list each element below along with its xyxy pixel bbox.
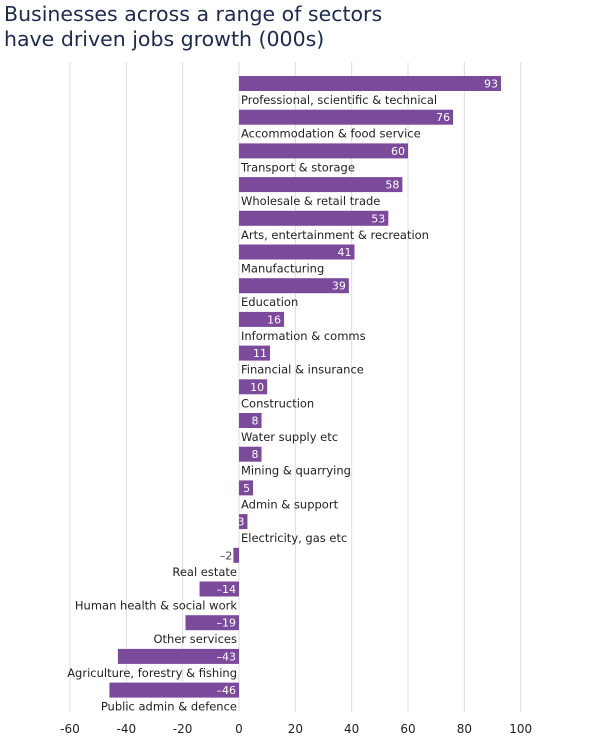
bar (239, 345, 270, 361)
category-label: Wholesale & retail trade (241, 194, 380, 208)
x-tick-label: 0 (235, 722, 243, 736)
bar (239, 109, 454, 125)
x-tick-label: -40 (117, 722, 137, 736)
bars: 93 Professional, scientific & technical 76… (67, 76, 501, 714)
bar-value-label: 16 (267, 313, 281, 326)
category-label: Agriculture, forestry & fishing (67, 666, 237, 680)
x-tick-label: 40 (344, 722, 359, 736)
x-axis: -60 -40 -20 0 20 40 60 80 100 (60, 722, 532, 736)
bar-value-label: 41 (337, 246, 351, 259)
x-tick-label: 100 (509, 722, 532, 736)
bar-value-label: 11 (253, 347, 267, 360)
bar-value-label: –46 (217, 684, 237, 697)
x-tick-label: 20 (288, 722, 303, 736)
bar-value-label: 76 (436, 111, 450, 124)
bar (199, 581, 239, 597)
bar (239, 480, 254, 496)
bar-value-label: 53 (371, 212, 385, 225)
x-tick-label: 60 (400, 722, 415, 736)
x-tick-label: -20 (173, 722, 193, 736)
bar-value-label: –2 (220, 549, 233, 562)
bar (185, 615, 239, 631)
bar-value-label: 39 (332, 280, 346, 293)
bar-value-label: –43 (217, 650, 237, 663)
category-label: Information & comms (241, 329, 366, 343)
bar (117, 648, 239, 664)
bar-value-label: 8 (252, 448, 259, 461)
bar-value-label: 5 (243, 482, 250, 495)
category-label: Manufacturing (241, 262, 324, 276)
bar (239, 446, 262, 462)
bar-value-label: 60 (391, 145, 405, 158)
category-label: Admin & support (241, 497, 339, 511)
bar (239, 278, 349, 294)
category-label: Real estate (172, 565, 237, 579)
bar-value-label: –19 (217, 617, 237, 630)
category-label: Transport & storage (240, 160, 355, 174)
bar-value-label: –14 (217, 583, 237, 596)
chart-title-line-1: Businesses across a range of sectors (4, 2, 383, 26)
bar-value-label: 3 (237, 516, 244, 529)
category-label: Accommodation & food service (241, 127, 421, 141)
category-label: Arts, entertainment & recreation (241, 228, 429, 242)
chart-title-line-2: have driven jobs growth (000s) (4, 27, 325, 51)
bar-value-label: 8 (252, 415, 259, 428)
bar (239, 76, 501, 91)
bar-value-label: 58 (385, 179, 399, 192)
bar (239, 143, 409, 159)
category-label: Water supply etc (241, 430, 338, 444)
bar (233, 547, 239, 563)
category-label: Construction (241, 396, 314, 410)
bar (239, 413, 262, 428)
category-label: Public admin & defence (101, 700, 237, 714)
bar (239, 244, 355, 260)
category-label: Education (241, 295, 298, 309)
bar (239, 514, 248, 530)
bar (239, 379, 268, 395)
category-label: Other services (154, 632, 238, 646)
category-label: Professional, scientific & technical (241, 93, 437, 107)
category-label: Electricity, gas etc (241, 531, 347, 545)
category-label: Human health & social work (75, 599, 237, 613)
category-label: Financial & insurance (241, 363, 364, 377)
bar (109, 682, 239, 698)
category-label: Mining & quarrying (241, 464, 351, 478)
gridlines (69, 62, 522, 712)
bar (239, 177, 403, 193)
bar-value-label: 10 (250, 381, 264, 394)
bar (239, 311, 285, 327)
bar-value-label: 93 (484, 78, 498, 91)
chart-title: Businesses across a range of sectors hav… (4, 2, 594, 52)
x-tick-label: -60 (60, 722, 80, 736)
bar (239, 210, 389, 226)
x-tick-label: 80 (457, 722, 472, 736)
